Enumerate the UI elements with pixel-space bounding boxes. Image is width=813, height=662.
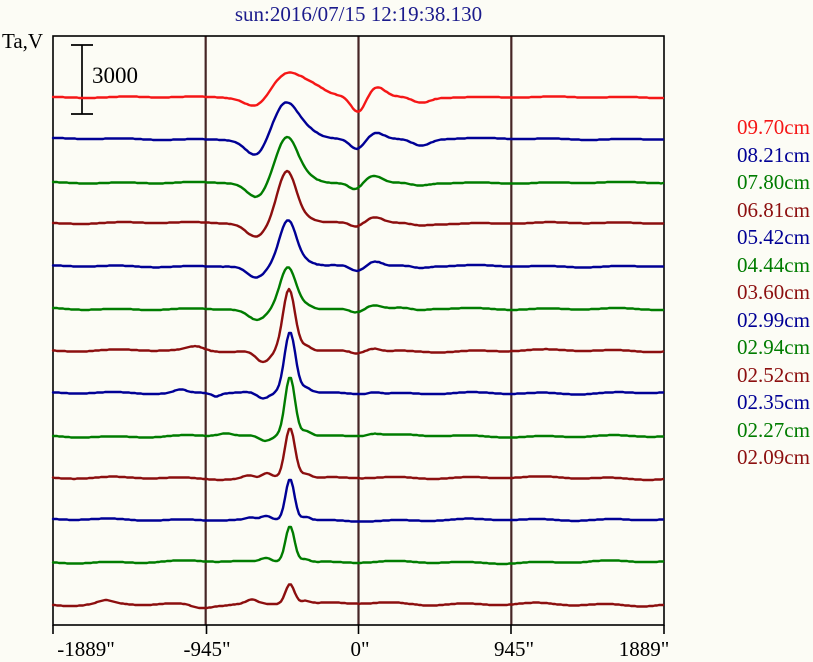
trace-05.42cm — [51, 219, 665, 279]
trace-02.27cm — [51, 525, 665, 566]
trace-06.81cm — [51, 169, 665, 238]
legend-item-02.09cm: 02.09cm — [737, 445, 810, 469]
legend-item-06.81cm: 06.81cm — [737, 197, 810, 222]
x-tick-label: -1889" — [57, 637, 115, 661]
legend-item-02.52cm: 02.52cm — [737, 362, 810, 387]
trace-09.70cm — [51, 71, 665, 113]
trace-04.44cm — [51, 266, 665, 322]
legend-item-08.21cm: 08.21cm — [737, 142, 810, 167]
trace-02.35cm — [51, 478, 665, 523]
trace-07.80cm — [51, 135, 665, 199]
legend-item-05.42cm: 05.42cm — [737, 225, 810, 249]
legend-item-02.94cm: 02.94cm — [737, 335, 810, 359]
y-axis-label: Ta,V — [2, 29, 44, 53]
legend-item-02.35cm: 02.35cm — [737, 390, 810, 414]
chart-title: sun:2016/07/15 12:19:38.130 — [234, 2, 483, 26]
x-tick-label: 0" — [350, 637, 370, 661]
legend-item-02.27cm: 02.27cm — [737, 417, 810, 442]
trace-02.09cm — [51, 583, 665, 610]
x-tick-label: -945" — [183, 637, 231, 661]
trace-03.60cm — [51, 287, 665, 364]
trace-08.21cm — [51, 101, 665, 156]
legend-item-04.44cm: 04.44cm — [737, 252, 810, 277]
legend-item-02.99cm: 02.99cm — [737, 307, 810, 332]
legend-item-07.80cm: 07.80cm — [737, 170, 810, 194]
x-tick-label: 945" — [493, 637, 535, 661]
trace-02.52cm — [51, 427, 665, 482]
trace-02.94cm — [51, 376, 665, 443]
legend-item-09.70cm: 09.70cm — [737, 115, 810, 139]
legend-item-03.60cm: 03.60cm — [737, 280, 810, 304]
x-tick-label: 1889" — [618, 637, 670, 661]
scale-bar-value: 3000 — [92, 63, 138, 88]
trace-02.99cm — [51, 331, 665, 400]
